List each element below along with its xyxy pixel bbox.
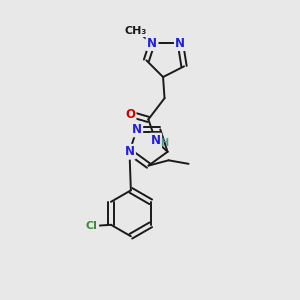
Text: N: N xyxy=(124,145,134,158)
Text: CH₃: CH₃ xyxy=(125,26,147,36)
Text: N: N xyxy=(147,37,157,50)
Text: H: H xyxy=(160,138,169,148)
Text: O: O xyxy=(125,108,135,121)
Text: Cl: Cl xyxy=(86,221,98,231)
Text: N: N xyxy=(132,123,142,136)
Text: N: N xyxy=(151,134,161,147)
Text: N: N xyxy=(176,37,185,50)
